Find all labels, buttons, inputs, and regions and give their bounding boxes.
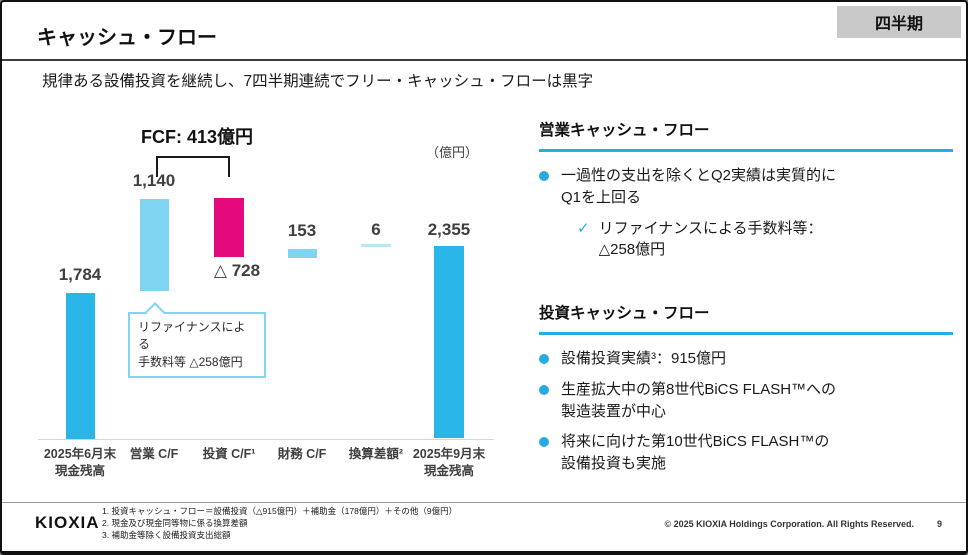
value-label-cash-end: 2,355 [427, 220, 471, 239]
bullet-dot-icon [539, 437, 549, 448]
copyright-text: © 2025 KIOXIA Holdings Corporation. All … [664, 519, 914, 529]
section-heading-investing: 投資キャッシュ・フロー [539, 301, 953, 335]
chart-unit-label: （億円） [425, 145, 478, 160]
bullet-dot-icon [539, 171, 549, 181]
kioxia-logo: KIOXIA [35, 513, 100, 532]
section-operating-cf: 営業キャッシュ・フロー 一過性の支出を除くとQ2実績は実質的に Q1を上回る ✓… [539, 118, 953, 261]
bar-cash-end [434, 246, 464, 438]
bullet-dot-icon [539, 354, 549, 364]
callout-text: リファイナンスによる 手数料等 △258億円 [138, 320, 246, 369]
operating-bullet-list: 一過性の支出を除くとQ2実績は実質的に Q1を上回る ✓ リファイナンスによる手… [539, 165, 953, 261]
investing-bullet-list: 設備投資実績³：915億円 生産拡大中の第8世代BiCS FLASH™への 製造… [539, 348, 953, 475]
value-label-investing: △ 728 [213, 261, 261, 280]
footer-divider [2, 502, 966, 503]
footnotes: 1. 投資キャッシュ・フロー＝設備投資（△915億円）＋補助金（178億円）＋そ… [102, 506, 457, 542]
bullet-text: 生産拡大中の第8世代BiCS FLASH™への 製造装置が中心 [561, 380, 837, 420]
bar-operating-cf [140, 199, 169, 291]
axis-label-fx: 換算差額² [348, 447, 404, 461]
bar-financing-cf [288, 249, 317, 258]
list-item: ✓ リファイナンスによる手数料等： △258億円 [577, 218, 953, 262]
chart-baseline [38, 439, 494, 440]
sub-bullet-text: リファイナンスによる手数料等： △258億円 [598, 219, 823, 259]
value-label-fx: 6 [371, 220, 381, 239]
list-item: 設備投資実績³：915億円 [539, 348, 953, 370]
list-item: 一過性の支出を除くとQ2実績は実質的に Q1を上回る [539, 165, 953, 209]
bar-investing-cf [214, 198, 244, 257]
footnote: 1. 投資キャッシュ・フロー＝設備投資（△915億円）＋補助金（178億円）＋そ… [102, 506, 458, 516]
value-label-cash-start: 1,784 [58, 265, 102, 284]
axis-label-cash-start: 2025年6月末 現金残高 [43, 447, 117, 478]
fcf-bracket [156, 156, 230, 177]
bullet-dot-icon [539, 384, 549, 395]
fcf-annotation: FCF: 413億円 [140, 127, 254, 147]
list-item: 生産拡大中の第8世代BiCS FLASH™への 製造装置が中心 [539, 379, 953, 423]
footnote: 3. 補助金等除く設備投資支出総額 [102, 529, 231, 540]
axis-label-investing: 投資 C/F¹ [202, 447, 256, 461]
section-heading-operating: 営業キャッシュ・フロー [539, 118, 953, 152]
bar-fx-difference [361, 244, 391, 247]
axis-label-operating: 営業 C/F [129, 447, 179, 461]
bullet-text: 将来に向けた第10世代BiCS FLASH™の 設備投資も実施 [561, 433, 830, 472]
refinance-callout: リファイナンスによる 手数料等 △258億円 [128, 302, 266, 379]
list-item: 将来に向けた第10世代BiCS FLASH™の 設備投資も実施 [539, 431, 953, 475]
quarter-badge: 四半期 [837, 6, 961, 38]
check-icon: ✓ [577, 219, 590, 237]
bullet-text: 設備投資実績³：915億円 [561, 350, 727, 367]
axis-label-financing: 財務 C/F [277, 447, 327, 461]
footnote: 2. 現金及び現金同等物に係る換算差額 [102, 517, 248, 528]
bar-cash-start [66, 293, 95, 439]
value-label-operating: 1,140 [132, 171, 176, 190]
header-divider [2, 59, 966, 61]
slide-subtitle: 規律ある設備投資を継続し、7四半期連続でフリー・キャッシュ・フローは黒字 [42, 73, 594, 90]
section-investing-cf: 投資キャッシュ・フロー 設備投資実績³：915億円 生産拡大中の第8世代BiCS… [539, 301, 953, 484]
bullet-text: 一過性の支出を除くとQ2実績は実質的に Q1を上回る [561, 167, 837, 206]
page-title: キャッシュ・フロー [37, 27, 217, 49]
axis-label-cash-end: 2025年9月末 現金残高 [412, 447, 486, 478]
page-number: 9 [936, 519, 942, 529]
value-label-financing: 153 [287, 221, 317, 240]
